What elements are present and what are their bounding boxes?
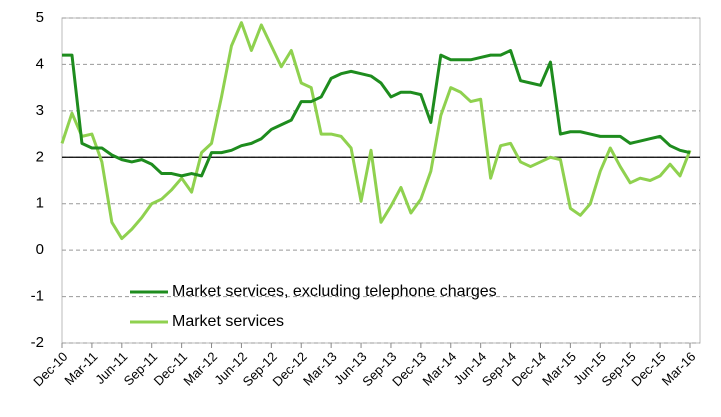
y-tick-label: 2 bbox=[36, 148, 44, 165]
y-tick-label: 5 bbox=[36, 9, 44, 26]
series-line bbox=[62, 49, 691, 178]
y-tick-label: 4 bbox=[36, 55, 44, 72]
x-tick-label: Mar-16 bbox=[659, 349, 699, 389]
y-tick-label: 3 bbox=[36, 102, 44, 119]
x-tick-label: Mar-14 bbox=[420, 349, 460, 389]
x-tick-label: Mar-12 bbox=[180, 349, 220, 389]
y-tick-label: -2 bbox=[31, 334, 44, 351]
y-tick-label: 1 bbox=[36, 195, 44, 212]
x-tick-label: Mar-11 bbox=[61, 349, 100, 388]
y-tick-label: -1 bbox=[31, 288, 44, 305]
series-line bbox=[60, 21, 692, 241]
y-tick-label: 0 bbox=[36, 241, 44, 258]
x-tick-label: Mar-15 bbox=[539, 349, 579, 389]
legend-label: Market services bbox=[172, 313, 284, 330]
legend-label: Market services, excluding telephone cha… bbox=[172, 283, 497, 300]
x-tick-label: Dec-10 bbox=[30, 349, 70, 389]
x-tick-label: Mar-13 bbox=[300, 349, 340, 389]
